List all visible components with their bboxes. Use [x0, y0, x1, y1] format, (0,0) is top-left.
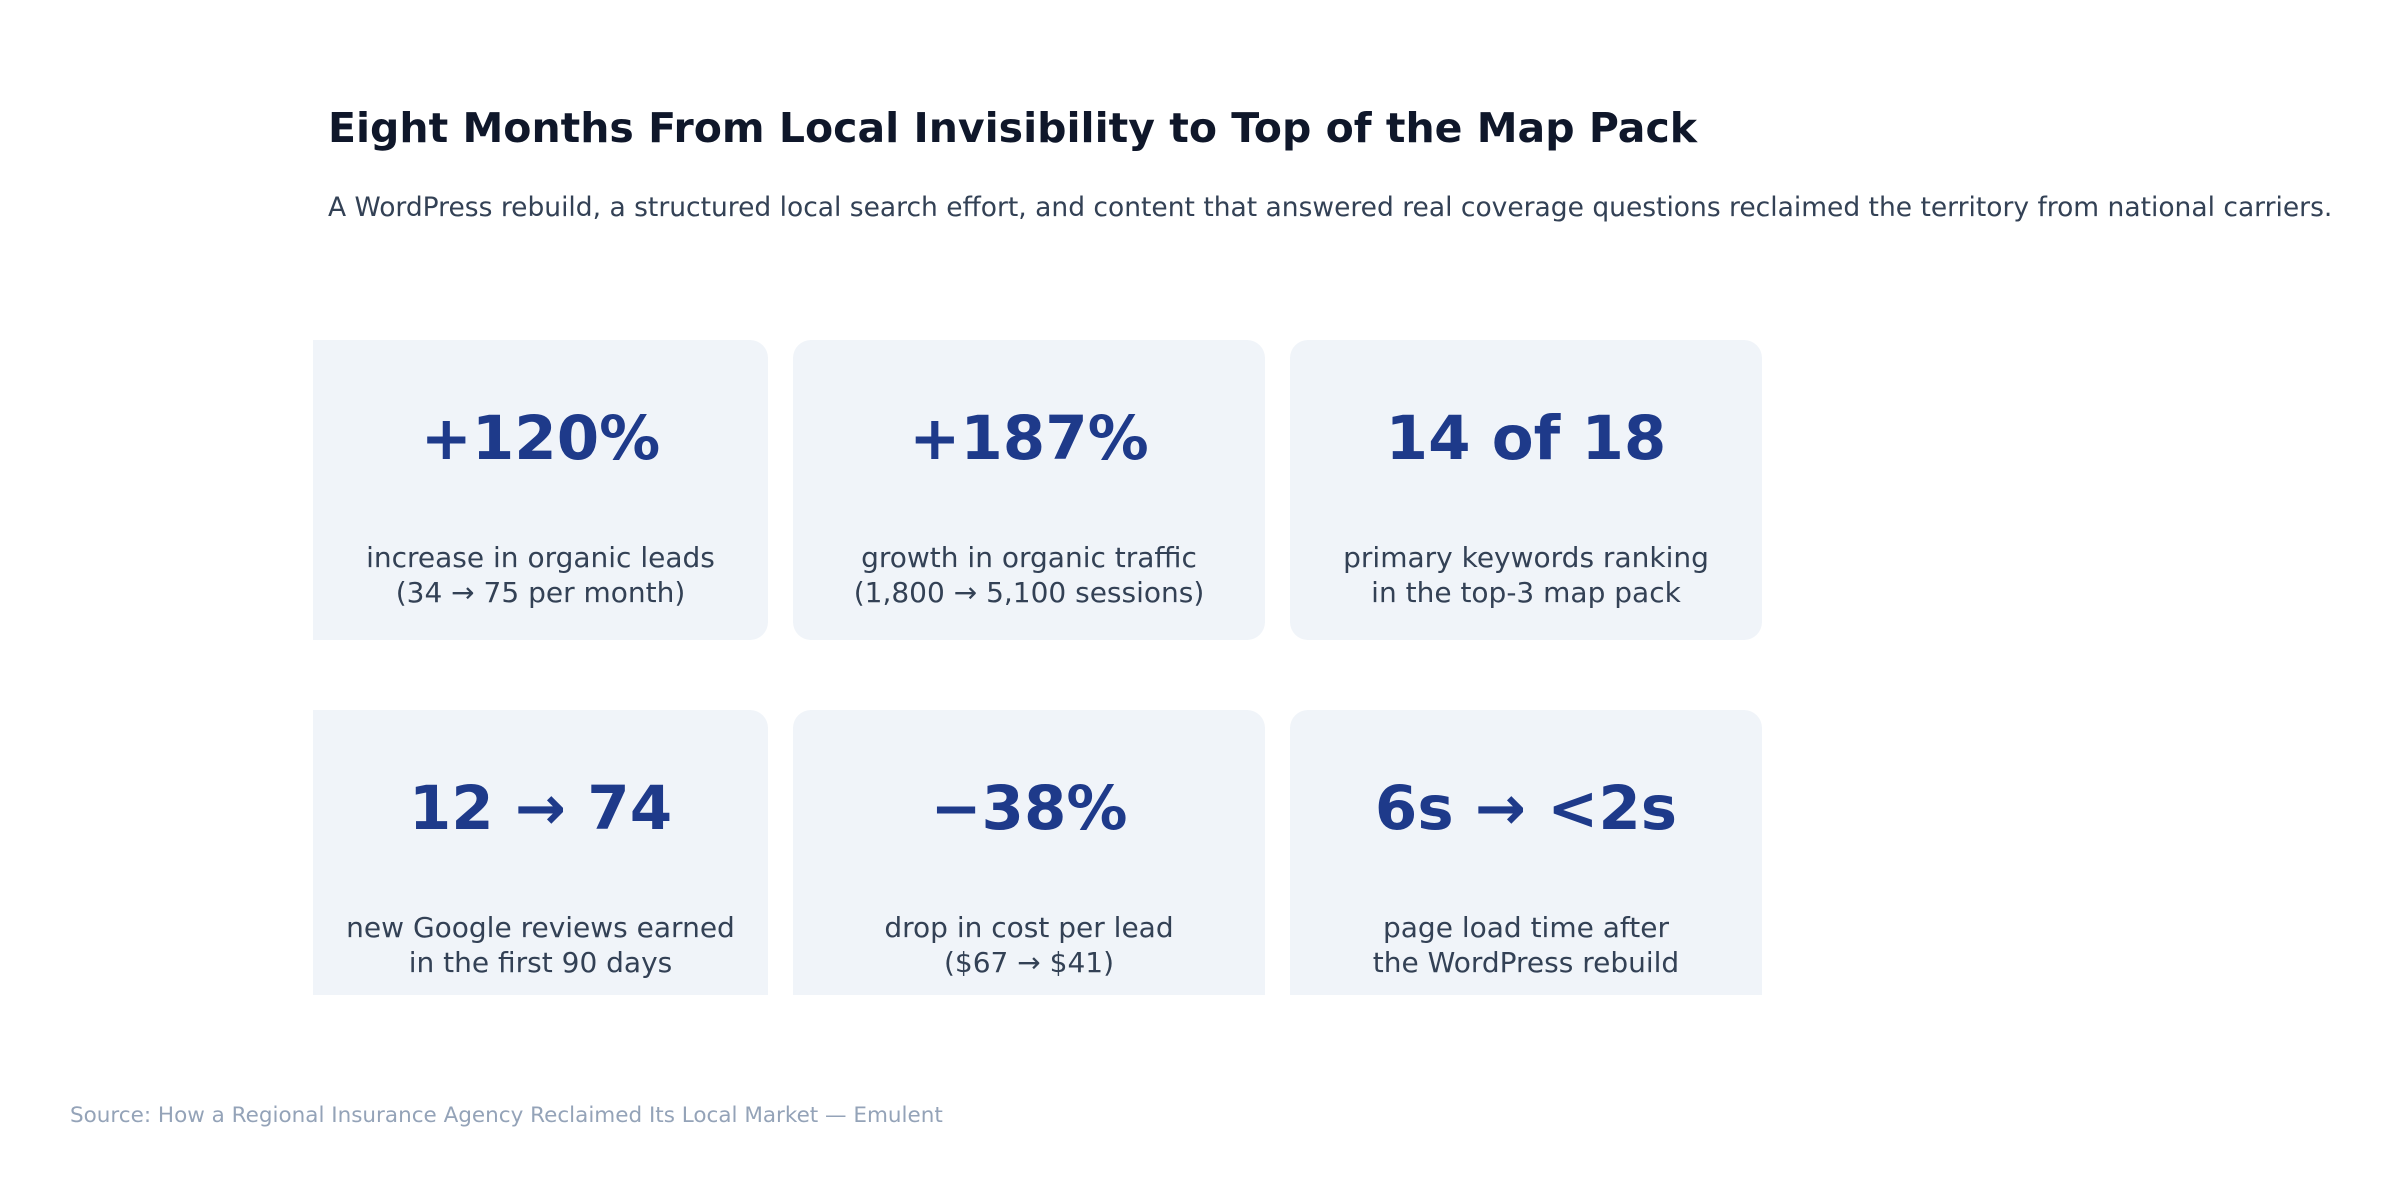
metric-description-line: the WordPress rebuild [1372, 946, 1680, 979]
metric-description-line: in the first 90 days [408, 946, 673, 979]
page-subtitle: A WordPress rebuild, a structured local … [328, 192, 2333, 223]
metric-value: 14 of 18 [1385, 403, 1667, 474]
metric-value: 6s → <2s [1374, 773, 1678, 844]
metric-description-line: in the top-3 map pack [1371, 576, 1681, 609]
metric-card-organic-traffic: +187% growth in organic traffic (1,800 →… [793, 340, 1265, 640]
metric-description-line: ($67 → $41) [944, 946, 1114, 979]
metric-description: increase in organic leads (34 → 75 per m… [313, 540, 768, 610]
metric-description: page load time after the WordPress rebui… [1290, 910, 1762, 980]
metric-description-line: page load time after [1383, 911, 1669, 944]
metric-card-map-pack-keywords: 14 of 18 primary keywords ranking in the… [1290, 340, 1762, 640]
metric-value: −38% [930, 773, 1128, 844]
metric-card-cost-per-lead: −38% drop in cost per lead ($67 → $41) [793, 710, 1265, 995]
metric-description-line: growth in organic traffic [861, 541, 1197, 574]
metric-value: 12 → 74 [408, 773, 673, 844]
metric-description: new Google reviews earned in the first 9… [313, 910, 768, 980]
metric-description-line: increase in organic leads [366, 541, 715, 574]
metric-description: drop in cost per lead ($67 → $41) [793, 910, 1265, 980]
metric-description-line: drop in cost per lead [884, 911, 1174, 944]
metric-description: primary keywords ranking in the top-3 ma… [1290, 540, 1762, 610]
metric-card-google-reviews: 12 → 74 new Google reviews earned in the… [313, 710, 768, 995]
metric-description-line: primary keywords ranking [1343, 541, 1709, 574]
metric-card-organic-leads: +120% increase in organic leads (34 → 75… [313, 340, 768, 640]
metric-value: +120% [420, 403, 661, 474]
metric-description: growth in organic traffic (1,800 → 5,100… [793, 540, 1265, 610]
page-title: Eight Months From Local Invisibility to … [328, 104, 1698, 152]
source-note: Source: How a Regional Insurance Agency … [70, 1103, 943, 1128]
metric-value: +187% [909, 403, 1149, 474]
metric-description-line: new Google reviews earned [346, 911, 735, 944]
metric-description-line: (1,800 → 5,100 sessions) [853, 576, 1205, 609]
metric-card-page-load-time: 6s → <2s page load time after the WordPr… [1290, 710, 1762, 995]
metric-description-line: (34 → 75 per month) [395, 576, 686, 609]
